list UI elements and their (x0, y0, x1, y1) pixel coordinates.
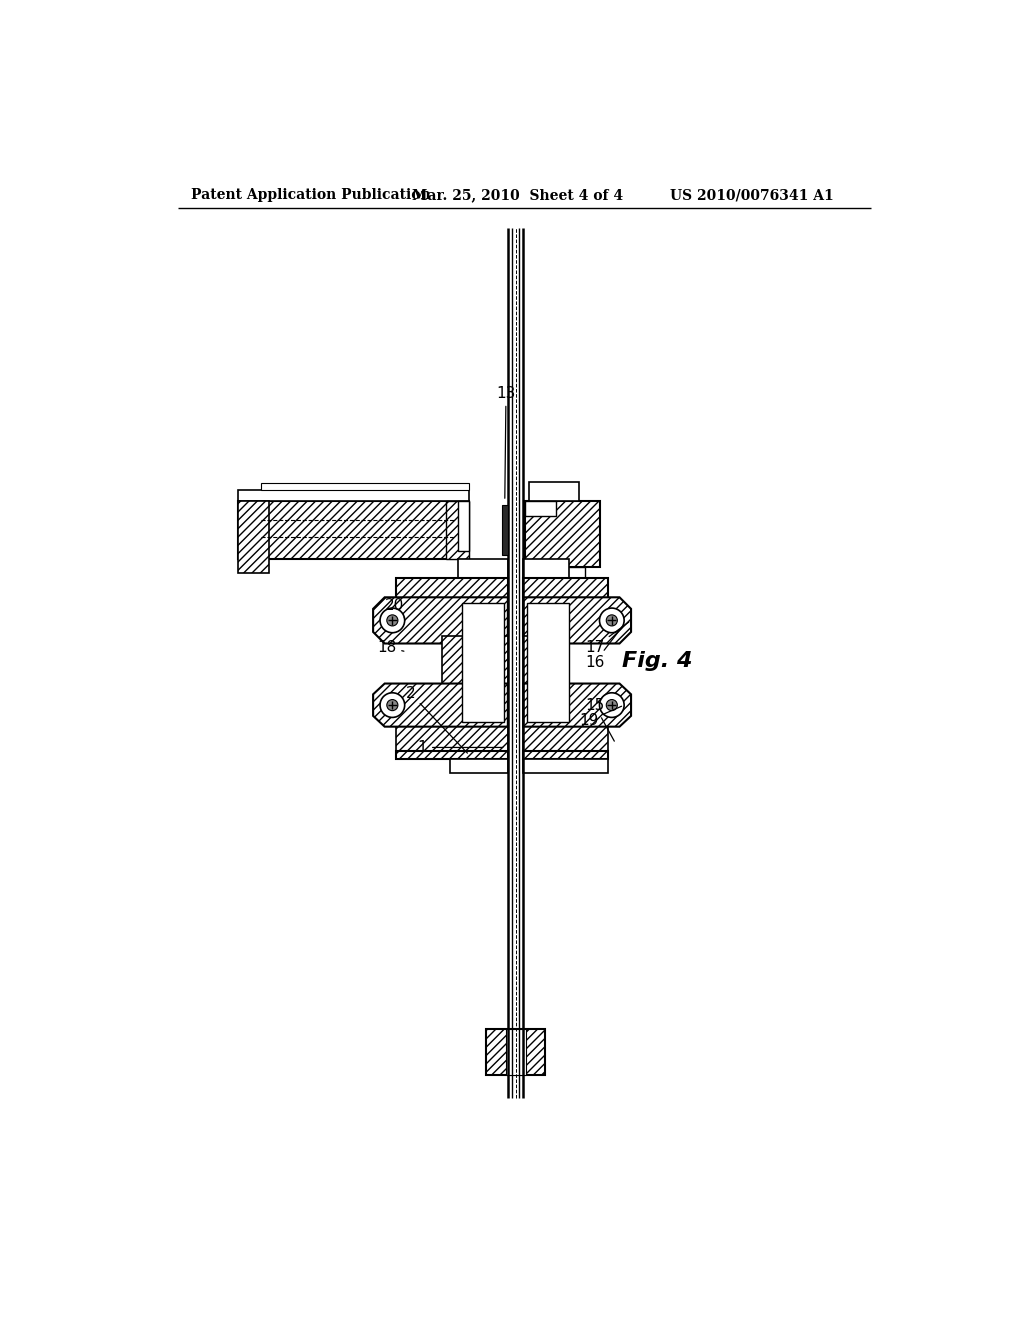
Text: Mar. 25, 2010  Sheet 4 of 4: Mar. 25, 2010 Sheet 4 of 4 (413, 189, 624, 202)
Bar (523, 759, 608, 774)
Text: 20: 20 (385, 598, 404, 618)
Bar (239, 502, 469, 558)
Bar (524, 566, 585, 578)
Bar (239, 502, 269, 573)
Text: Patent Application Publication: Patent Application Publication (190, 189, 430, 202)
Bar (396, 578, 508, 636)
Polygon shape (373, 598, 508, 644)
Bar (523, 558, 569, 578)
Text: Fig. 4: Fig. 4 (622, 651, 692, 671)
Bar (506, 1028, 525, 1074)
Bar (486, 1028, 545, 1074)
Circle shape (380, 609, 404, 632)
Bar (523, 636, 562, 721)
Text: 1: 1 (418, 741, 503, 755)
Bar (442, 636, 508, 721)
Circle shape (599, 609, 625, 632)
Bar (527, 603, 569, 722)
Polygon shape (373, 684, 508, 726)
Bar (396, 721, 508, 751)
Bar (261, 483, 469, 490)
Text: 18: 18 (377, 640, 403, 655)
Text: 15: 15 (585, 697, 614, 741)
Bar (396, 751, 508, 759)
Bar (458, 558, 508, 578)
Bar (451, 759, 508, 774)
Text: US 2010/0076341 A1: US 2010/0076341 A1 (670, 189, 834, 202)
Polygon shape (523, 684, 631, 726)
Bar (524, 502, 556, 516)
Text: 2: 2 (406, 686, 467, 754)
Text: 13: 13 (497, 385, 516, 498)
Circle shape (380, 693, 404, 718)
Bar (528, 482, 579, 502)
Circle shape (606, 615, 617, 626)
Bar (462, 603, 504, 722)
Bar (523, 578, 608, 636)
Circle shape (606, 700, 617, 710)
Bar (239, 490, 469, 502)
Bar (446, 502, 469, 558)
Bar (523, 751, 608, 759)
Circle shape (599, 693, 625, 718)
Circle shape (387, 615, 398, 626)
Bar (502, 506, 508, 554)
Text: 17: 17 (585, 622, 629, 655)
Circle shape (387, 700, 398, 710)
Text: 19: 19 (580, 706, 622, 729)
Bar (524, 502, 600, 566)
Bar (523, 721, 608, 751)
Text: 16: 16 (585, 627, 623, 671)
Polygon shape (523, 598, 631, 644)
Bar (458, 502, 469, 552)
